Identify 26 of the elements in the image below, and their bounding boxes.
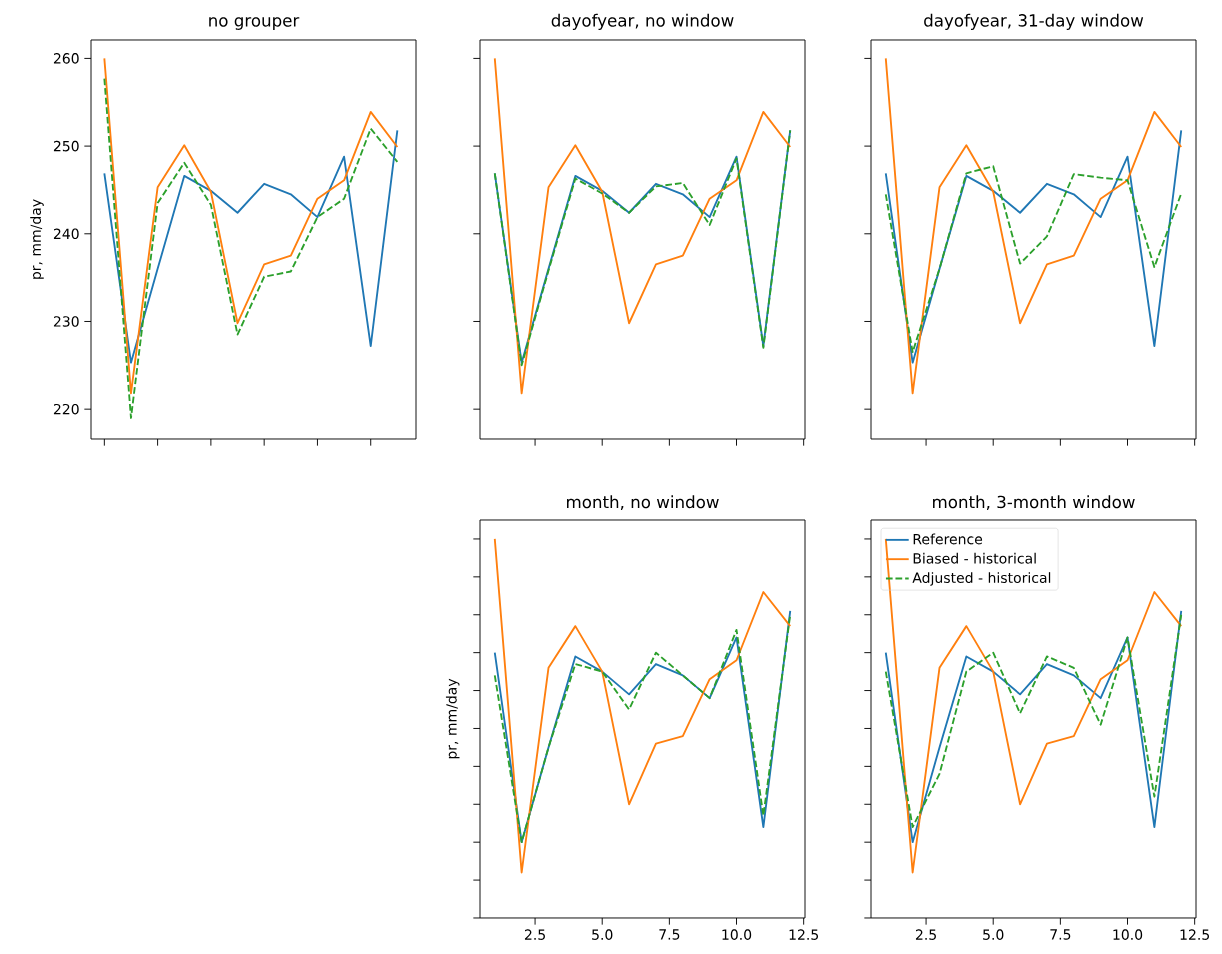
x-tick-label: 5.0 — [592, 929, 613, 940]
y-tick-label: 240 — [53, 228, 79, 240]
x-tick-label: 2.5 — [915, 929, 936, 940]
chart-title: no grouper — [209, 17, 300, 30]
x-tick-label: 10.0 — [722, 929, 752, 940]
x-tick-label: 7.5 — [659, 929, 680, 940]
chart-title: dayofyear, no window — [551, 13, 734, 30]
y-tick-label: 220 — [53, 403, 79, 415]
chart-title: month, 3-month window — [933, 495, 1135, 510]
y-tick-label: 260 — [53, 53, 79, 64]
chart-title: dayofyear, 31-day window — [924, 13, 1144, 30]
y-tick-label: 250 — [53, 140, 79, 152]
y-tick-label: 230 — [53, 316, 79, 327]
x-tick-label: 5.0 — [983, 929, 1004, 940]
chart-title: month, no window — [567, 495, 719, 510]
x-tick-label: 2.5 — [524, 929, 545, 940]
x-tick-label: 10.0 — [1113, 929, 1143, 940]
legend-label: Adjusted - historical — [912, 572, 1051, 586]
x-tick-label: 7.5 — [1050, 929, 1071, 940]
x-tick-label: 12.5 — [789, 929, 819, 940]
y-axis-title: pr, mm/day — [30, 199, 44, 279]
y-axis-title: pr, mm/day — [445, 678, 460, 759]
x-tick-label: 12.5 — [1180, 929, 1210, 940]
legend-label: Biased - historical — [913, 552, 1036, 564]
legend-label: Reference — [913, 533, 983, 545]
line-series — [103, 129, 399, 364]
